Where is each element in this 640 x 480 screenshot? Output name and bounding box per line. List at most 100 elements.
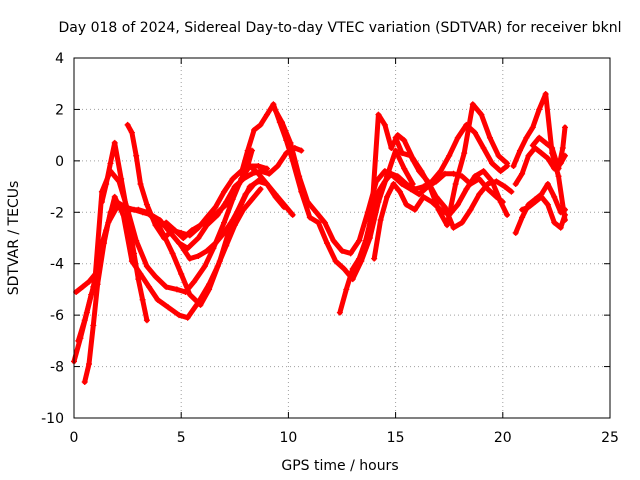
data-point bbox=[549, 145, 556, 151]
data-point bbox=[257, 121, 264, 128]
data-point bbox=[377, 217, 384, 223]
data-point bbox=[403, 201, 410, 208]
data-point bbox=[437, 206, 444, 213]
data-point bbox=[401, 165, 408, 172]
data-point bbox=[497, 199, 504, 205]
data-point bbox=[313, 209, 320, 216]
data-point bbox=[516, 147, 523, 154]
series-trace bbox=[75, 186, 263, 344]
data-point bbox=[480, 145, 487, 151]
data-point bbox=[214, 263, 221, 270]
data-point bbox=[107, 160, 114, 167]
data-point bbox=[420, 193, 427, 200]
series-track-11 bbox=[336, 121, 511, 316]
data-point bbox=[512, 181, 519, 187]
data-point bbox=[424, 178, 431, 185]
data-point bbox=[362, 245, 369, 252]
data-point bbox=[124, 121, 131, 128]
data-point bbox=[356, 237, 363, 244]
x-tick-label: 5 bbox=[177, 430, 186, 446]
x-tick-label: 15 bbox=[387, 430, 405, 446]
data-point bbox=[559, 145, 566, 151]
data-point bbox=[176, 312, 183, 319]
series-track-5 bbox=[98, 139, 150, 324]
data-point bbox=[542, 91, 549, 97]
data-point bbox=[229, 217, 236, 223]
data-point bbox=[152, 273, 159, 280]
data-point bbox=[195, 299, 202, 306]
data-point bbox=[321, 219, 328, 226]
data-point bbox=[390, 181, 397, 187]
data-point bbox=[203, 247, 210, 254]
data-point bbox=[433, 193, 440, 200]
data-point bbox=[375, 188, 382, 195]
data-point bbox=[306, 214, 313, 221]
data-point bbox=[184, 314, 191, 321]
data-point bbox=[221, 219, 228, 226]
data-point bbox=[525, 204, 532, 211]
data-point bbox=[86, 361, 93, 367]
data-point bbox=[384, 193, 391, 200]
data-point bbox=[551, 193, 558, 200]
data-point bbox=[75, 337, 82, 344]
data-point bbox=[471, 173, 478, 180]
data-point bbox=[478, 111, 485, 118]
data-point bbox=[519, 170, 526, 177]
data-point bbox=[544, 181, 551, 187]
data-point bbox=[381, 178, 388, 185]
data-point bbox=[156, 217, 163, 223]
data-point bbox=[484, 181, 491, 187]
data-point bbox=[229, 175, 236, 182]
data-point bbox=[191, 278, 198, 285]
data-point bbox=[388, 145, 395, 151]
y-tick-label: -6 bbox=[50, 308, 64, 324]
data-point bbox=[195, 253, 202, 259]
data-point bbox=[86, 278, 93, 285]
data-point bbox=[347, 250, 354, 257]
data-point bbox=[519, 206, 526, 213]
data-point bbox=[251, 127, 258, 133]
data-point bbox=[544, 201, 551, 208]
data-series bbox=[71, 91, 568, 385]
series-track-19 bbox=[529, 124, 568, 172]
data-point bbox=[263, 181, 270, 187]
data-point bbox=[416, 168, 423, 175]
data-point bbox=[296, 173, 303, 180]
data-point bbox=[229, 191, 236, 198]
data-point bbox=[180, 235, 187, 241]
data-point bbox=[555, 165, 562, 172]
data-point bbox=[270, 103, 277, 110]
data-point bbox=[255, 178, 262, 185]
series-trace bbox=[155, 148, 255, 241]
series-track-7 bbox=[154, 147, 255, 241]
data-point bbox=[495, 152, 502, 159]
data-point bbox=[555, 173, 562, 180]
data-point bbox=[178, 271, 185, 277]
data-point bbox=[330, 237, 337, 244]
data-point bbox=[371, 255, 378, 262]
data-point bbox=[154, 296, 161, 303]
data-point bbox=[536, 134, 543, 141]
series-track-8 bbox=[178, 178, 288, 262]
data-point bbox=[416, 191, 423, 198]
data-point bbox=[186, 255, 193, 262]
data-point bbox=[90, 322, 97, 329]
data-point bbox=[332, 258, 339, 265]
data-point bbox=[212, 240, 219, 247]
x-tick-label: 25 bbox=[601, 430, 619, 446]
data-point bbox=[476, 191, 483, 198]
data-point bbox=[246, 183, 253, 190]
data-point bbox=[128, 129, 135, 136]
data-point bbox=[263, 111, 270, 118]
data-point bbox=[452, 181, 459, 187]
data-point bbox=[272, 193, 279, 200]
x-axis-label: GPS time / hours bbox=[281, 458, 398, 474]
series-trace bbox=[371, 168, 510, 262]
data-point bbox=[392, 147, 399, 154]
series-trace bbox=[519, 194, 568, 231]
data-point bbox=[501, 183, 508, 190]
data-point bbox=[531, 199, 538, 205]
data-point bbox=[454, 201, 461, 208]
data-point bbox=[476, 175, 483, 182]
